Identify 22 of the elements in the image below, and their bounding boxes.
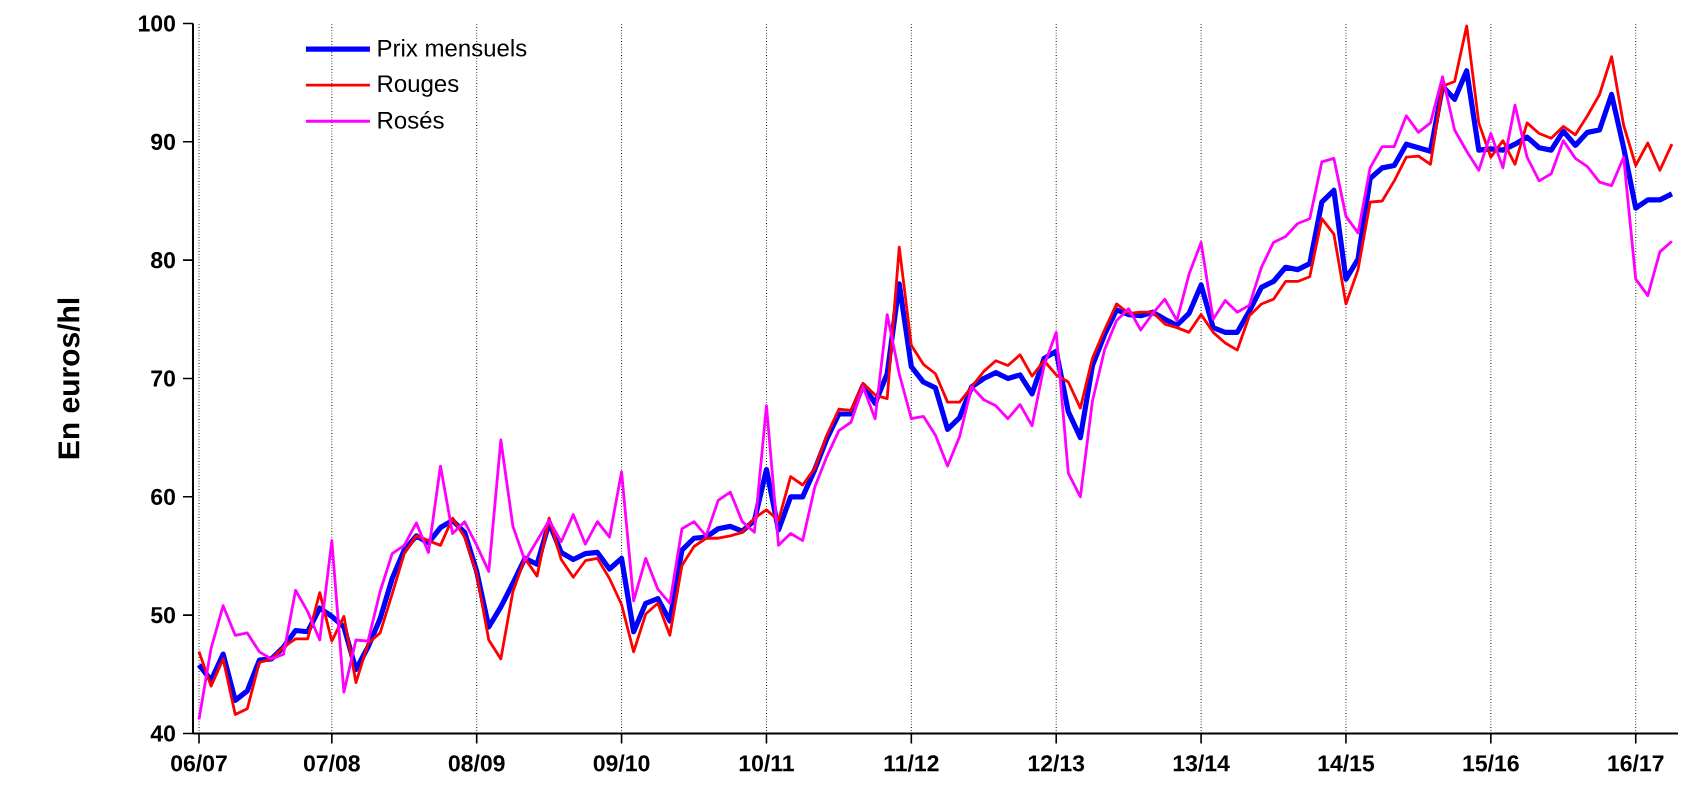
y-tick-label: 40	[150, 725, 175, 742]
x-tick-label: 10/11	[739, 754, 794, 772]
x-tick-label: 09/10	[593, 754, 650, 772]
x-tick-label: 13/14	[1173, 754, 1230, 772]
y-tick-label: 50	[151, 607, 175, 624]
legend-label: Rosés	[378, 110, 444, 129]
y-tick-label: 90	[151, 133, 175, 150]
legend-label: Prix mensuels	[378, 39, 527, 57]
y-tick-label: 70	[151, 370, 175, 387]
y-tick-label: 60	[151, 488, 175, 505]
y-tick-label: 80	[151, 252, 175, 269]
x-tick-label: 11/12	[884, 754, 939, 772]
x-tick-label: 06/07	[171, 754, 227, 772]
x-tick-label: 08/09	[448, 754, 505, 772]
x-tick-label: 07/08	[303, 754, 360, 772]
x-tick-label: 15/16	[1463, 754, 1519, 772]
x-tick-label: 12/13	[1028, 754, 1085, 772]
y-axis-title: En euros/hl	[57, 298, 80, 459]
x-tick-label: 16/17	[1608, 754, 1664, 772]
y-tick-label: 100	[138, 15, 175, 32]
x-tick-label: 14/15	[1318, 754, 1375, 772]
legend-label: Rouges	[378, 75, 459, 97]
